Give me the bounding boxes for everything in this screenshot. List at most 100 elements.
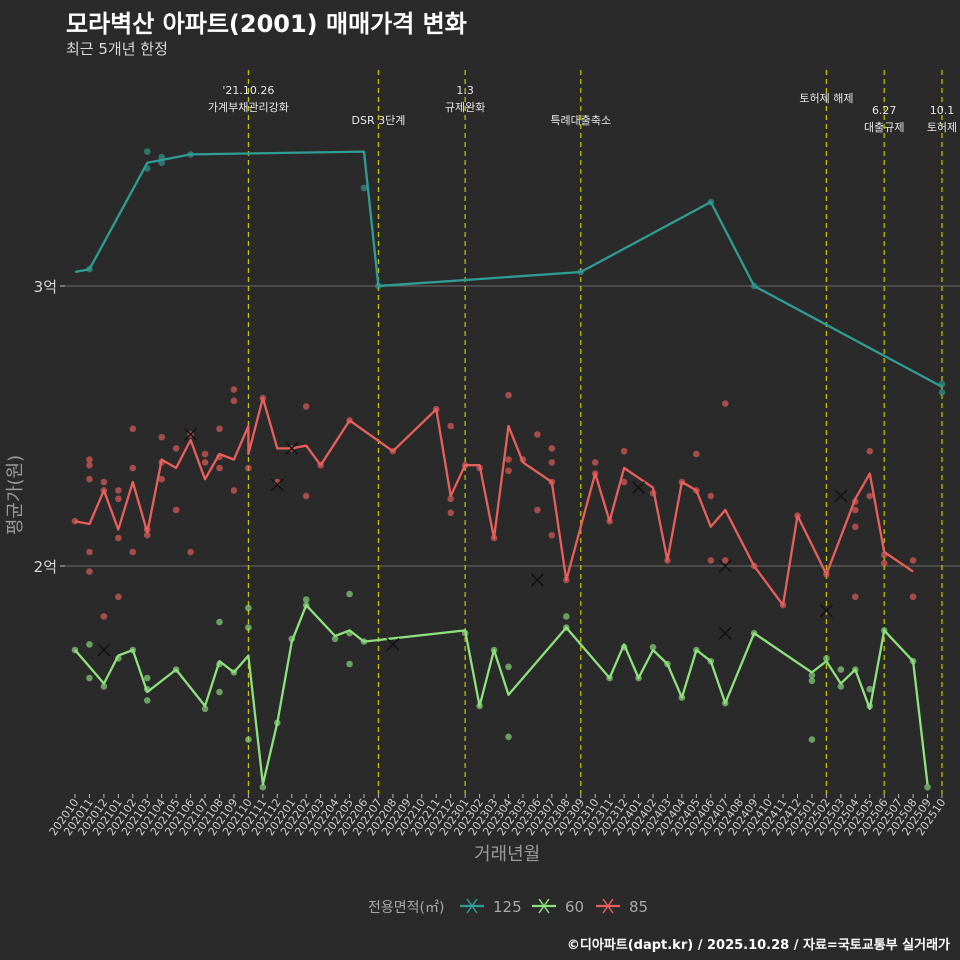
data-point-60 (346, 590, 353, 598)
data-point-85 (447, 509, 455, 517)
data-point-60 (649, 643, 657, 651)
data-point-85 (852, 506, 859, 514)
chart-title: 모라벽산 아파트(2001) 매매가격 변화 (66, 10, 467, 38)
data-point-60 (245, 736, 252, 743)
data-point-85 (880, 559, 888, 567)
data-point-60 (346, 660, 353, 668)
data-point-60 (143, 697, 151, 704)
data-point-85 (216, 464, 223, 472)
series-layer (71, 148, 946, 791)
data-point-85 (129, 425, 137, 433)
annotation-text: 특례대출축소 (550, 114, 611, 127)
data-point-85 (201, 459, 209, 466)
data-point-85 (909, 593, 917, 601)
data-point-85 (707, 557, 715, 564)
data-point-60 (201, 705, 209, 713)
data-point-85 (100, 478, 108, 486)
data-point-85 (115, 593, 122, 601)
data-point-85 (158, 433, 165, 441)
cancelled-trade-marker (184, 427, 198, 441)
data-point-85 (866, 447, 874, 455)
data-point-60 (259, 783, 267, 791)
annotation-text: 6.27 (872, 104, 897, 117)
legend-swatch-cross (538, 898, 550, 914)
data-point-85 (591, 459, 599, 466)
legend-label: 125 (493, 898, 522, 916)
data-point-85 (721, 557, 729, 564)
data-point-60 (808, 677, 816, 685)
data-point-125 (360, 184, 368, 192)
data-point-60 (505, 663, 512, 671)
annotation-text: 대출규제 (864, 121, 904, 134)
source-caption: ©디아파트(dapt.kr) / 2025.10.28 / 자료=국토교통부 실… (566, 938, 950, 953)
annotation-text: 토허제 해제 (799, 91, 853, 105)
gridlines (65, 285, 960, 567)
data-point-60 (837, 683, 845, 690)
annotation-text: 가계부채관리강화 (208, 101, 289, 114)
event-lines (247, 70, 943, 794)
cancelled-trade-marker (97, 643, 111, 657)
data-point-85 (505, 467, 512, 475)
data-point-60 (866, 685, 874, 693)
cancelled-trade-marker (632, 481, 646, 495)
data-point-85 (86, 456, 93, 463)
data-point-85 (172, 445, 180, 452)
data-point-85 (302, 492, 310, 500)
series-line-85 (74, 396, 914, 607)
data-point-85 (909, 557, 917, 564)
x-axis: 2020102020112020122021012021022021032021… (47, 794, 948, 838)
data-point-60 (837, 666, 845, 673)
data-point-85 (852, 523, 859, 531)
chart-subtitle: 최근 5개년 한정 (66, 40, 168, 58)
data-point-60 (505, 733, 512, 741)
data-point-125 (143, 148, 151, 155)
data-point-85 (129, 548, 137, 556)
legend-swatch-cross (602, 898, 614, 914)
cancelled-trade-marker (834, 489, 848, 503)
y-axis: 2억 3억 (34, 278, 65, 576)
data-point-60 (216, 688, 223, 696)
data-point-85 (100, 613, 108, 620)
data-point-85 (230, 487, 238, 494)
data-point-85 (548, 531, 556, 539)
data-point-60 (245, 624, 252, 631)
legend-label: 85 (629, 898, 648, 916)
data-point-85 (129, 464, 137, 472)
data-point-85 (505, 391, 512, 399)
series-line-125 (74, 150, 943, 388)
data-point-85 (620, 447, 628, 455)
data-point-60 (143, 674, 151, 682)
data-point-85 (230, 397, 238, 405)
annotation-text: 10.1 (930, 104, 955, 117)
data-point-85 (158, 475, 165, 483)
data-point-85 (707, 492, 715, 500)
y-tick-label: 3억 (34, 278, 57, 296)
data-point-60 (808, 736, 816, 743)
data-point-60 (823, 655, 830, 662)
annotation-text: DSR 3단계 (352, 114, 406, 127)
cancelled-trade-marker (718, 626, 732, 640)
data-point-85 (302, 403, 310, 410)
data-point-85 (115, 487, 122, 494)
series-line-60 (74, 604, 929, 786)
legend-item-125: 125 (460, 898, 522, 916)
data-point-125 (938, 389, 946, 396)
cancelled-trade-marker (718, 559, 732, 573)
cancelled-trade-marker (386, 637, 400, 651)
data-point-85 (86, 548, 93, 556)
data-point-85 (86, 461, 93, 469)
data-point-85 (548, 445, 556, 452)
data-point-60 (216, 618, 223, 626)
legend-label: 60 (565, 898, 584, 916)
annotation-text: 규제완화 (445, 101, 485, 114)
data-point-60 (331, 635, 339, 643)
legend-item-60: 60 (532, 898, 584, 916)
annotation-text: 토허제 (927, 121, 957, 134)
annotation-text: '21.10.26 (222, 84, 274, 97)
data-point-85 (534, 506, 541, 514)
data-point-85 (115, 495, 122, 503)
data-point-85 (447, 495, 455, 503)
cancelled-trade-marker (530, 573, 544, 587)
data-point-60 (563, 613, 570, 620)
